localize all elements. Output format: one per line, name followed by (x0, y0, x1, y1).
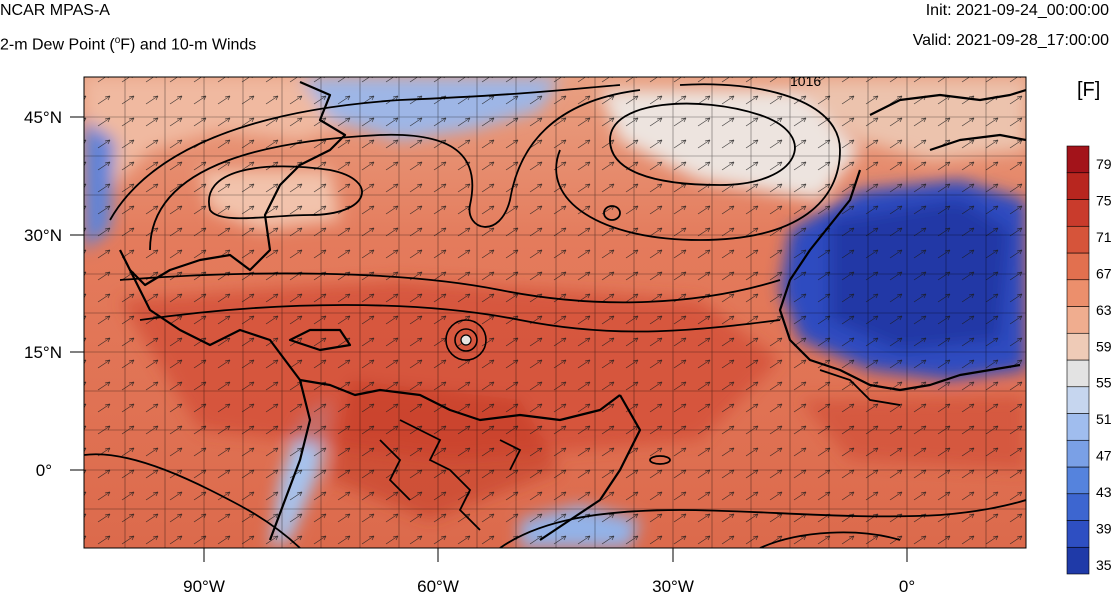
map-frame (83, 76, 1027, 549)
colorbar-label: 59 (1096, 338, 1112, 354)
lon-label-0: 0° (899, 577, 915, 596)
colorbar-swatch (1066, 466, 1090, 495)
coastlines (119, 80, 1026, 541)
lat-label-30n: 30°N (24, 226, 62, 245)
colorbar-labels: 79 75 71 67 63 59 55 51 47 43 39 35 (1096, 156, 1112, 573)
hurricane-center (445, 319, 487, 361)
init-time: Init: 2021-09-24_00:00:00 (925, 2, 1109, 19)
colorbar-label: 63 (1096, 302, 1112, 318)
colorbar-swatch (1066, 225, 1090, 254)
colorbar-swatch (1066, 520, 1090, 548)
colorbar-swatch (1066, 252, 1090, 281)
lon-label-90w: 90°W (183, 577, 225, 596)
colorbar (1066, 145, 1090, 575)
colorbar-swatch (1066, 493, 1090, 521)
lat-label-15n: 15°N (24, 343, 62, 362)
colorbar-unit: [F] (1077, 79, 1100, 101)
lon-label-60w: 60°W (417, 577, 459, 596)
colorbar-label: 43 (1096, 484, 1112, 500)
lon-ticks (203, 548, 908, 562)
graticule (84, 77, 1026, 548)
map-panel: 1016 (84, 73, 1026, 548)
colorbar-swatch (1066, 439, 1090, 468)
colorbar-label: 55 (1096, 375, 1112, 391)
lakes-rivers (379, 369, 901, 531)
colorbar-label: 75 (1096, 192, 1112, 208)
subtitle-suffix: F) and 10-m Winds (120, 36, 257, 54)
colorbar-label: 47 (1096, 448, 1112, 464)
colorbar-label: 67 (1096, 265, 1112, 281)
colorbar-swatch (1066, 306, 1090, 334)
contour-label: 1016 (790, 73, 821, 89)
figure-title: NCAR MPAS-A (0, 2, 110, 19)
valid-time: Valid: 2021-09-28_17:00:00 (912, 32, 1109, 49)
lat-label-0: 0° (36, 461, 52, 480)
colorbar-swatch (1066, 279, 1090, 307)
wind-vectors (84, 77, 1026, 548)
colorbar-label: 35 (1096, 557, 1112, 573)
lat-label-45n: 45°N (24, 108, 62, 127)
colorbar-swatch (1066, 199, 1090, 227)
subtitle-prefix: 2-m Dew Point ( (0, 36, 115, 54)
colorbar-swatch (1066, 332, 1090, 361)
lon-label-30w: 30°W (652, 577, 694, 596)
colorbar-label: 71 (1096, 229, 1112, 245)
colorbar-swatch (1066, 145, 1090, 174)
colorbar-swatch (1066, 359, 1090, 388)
colorbar-label: 51 (1096, 411, 1112, 427)
colorbar-swatch (1066, 386, 1090, 414)
colorbar-swatch (1066, 413, 1090, 441)
colorbar-swatch (1066, 172, 1090, 200)
colorbar-swatch (1066, 546, 1090, 575)
colorbar-label: 39 (1096, 521, 1112, 537)
pressure-contours (84, 83, 1026, 548)
degree-symbol: o (114, 35, 121, 46)
figure-subtitle: 2-m Dew Point (oF) and 10-m Winds (0, 32, 256, 54)
lat-ticks (70, 116, 84, 471)
colorbar-label: 79 (1096, 156, 1112, 172)
